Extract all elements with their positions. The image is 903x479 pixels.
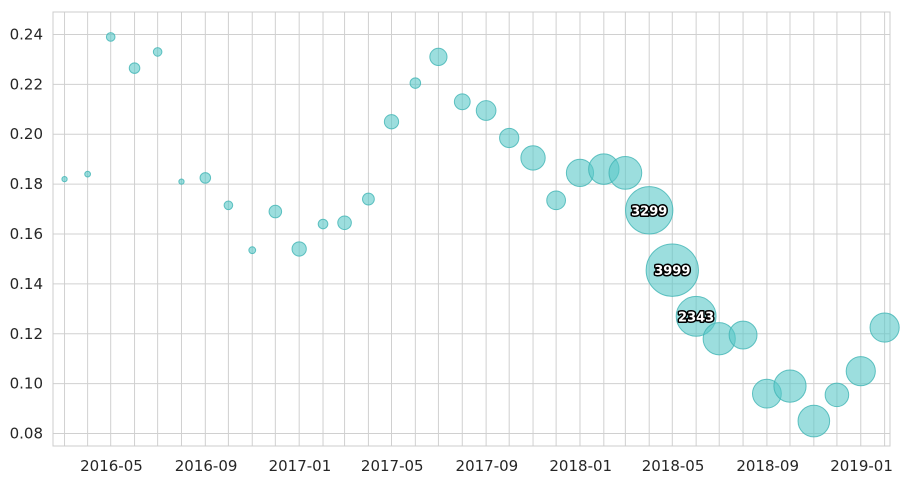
y-tick-label: 0.10 [10, 375, 43, 393]
bubble-point [409, 77, 422, 89]
y-tick-label: 0.16 [10, 225, 43, 243]
bubble-point [84, 170, 91, 178]
bubble-point [869, 312, 900, 343]
bubble-point [152, 47, 163, 57]
plot-area-frame [52, 11, 891, 447]
bubble-value-label: 3299 [631, 204, 667, 219]
x-tick-label: 2016-05 [80, 457, 143, 475]
x-tick-label: 2018-01 [549, 457, 612, 475]
y-tick-label: 0.22 [10, 75, 43, 93]
x-tick-label: 2016-09 [175, 457, 238, 475]
bubble-point [317, 218, 329, 230]
bubble-point [268, 204, 283, 219]
bubbles [61, 32, 900, 438]
x-tick-label: 2018-05 [642, 457, 705, 475]
bubble-point [178, 178, 185, 185]
bubble-point [520, 145, 546, 171]
bubble-point [61, 175, 68, 183]
y-tick-label: 0.18 [10, 175, 43, 193]
bubble-point [845, 356, 876, 387]
x-tick-label: 2017-01 [269, 457, 332, 475]
x-tick-label: 2019-01 [830, 457, 893, 475]
y-tick-label: 0.20 [10, 125, 43, 143]
bubble-point [499, 127, 520, 149]
bubble-point [105, 32, 116, 42]
bubble-point [546, 190, 566, 211]
y-tick-label: 0.14 [10, 275, 43, 293]
bubble-point [128, 62, 141, 74]
bubble-value-label: 2343 [678, 310, 714, 325]
x-tick-label: 2017-05 [361, 457, 424, 475]
bubble-point [728, 320, 758, 350]
bubble-point [797, 404, 831, 438]
bubble-point [291, 241, 307, 257]
y-tick-label: 0.12 [10, 325, 43, 343]
y-tick-label: 0.24 [10, 25, 43, 43]
bubble-point [824, 382, 850, 408]
y-tick-label: 0.08 [10, 425, 43, 443]
bubble-point [608, 155, 643, 190]
bubble-point [248, 246, 257, 255]
data-labels: 3299 3999 2343 [630, 203, 716, 327]
x-axis-tick-labels: 2016-05 2016-09 2017-01 2017-05 2017-09 2018-… [80, 457, 893, 475]
x-tick-label: 2017-09 [456, 457, 519, 475]
bubble-point [625, 186, 674, 235]
bubble-point [475, 100, 497, 121]
y-axis-tick-labels: 0.08 0.10 0.12 0.14 0.16 0.18 0.20 0.22 0.24 [10, 25, 43, 442]
bubble-point [199, 172, 212, 184]
bubble-point [429, 47, 448, 66]
bubble-point [453, 93, 471, 111]
bubble-point [337, 215, 352, 231]
bubble-value-label: 3999 [654, 264, 690, 279]
bubble-point [383, 114, 400, 130]
bubble-point [675, 295, 717, 337]
bubble-point [362, 192, 375, 206]
bubble-point [223, 200, 234, 211]
bubble-point [645, 243, 699, 297]
x-tick-label: 2018-09 [736, 457, 799, 475]
bubble-point [773, 369, 807, 403]
